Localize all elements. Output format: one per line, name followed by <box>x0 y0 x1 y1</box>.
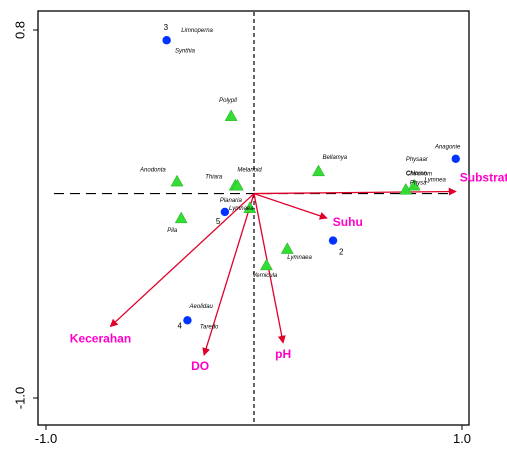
site-marker-4 <box>183 316 192 325</box>
taxon-marker-melanoid <box>230 178 244 191</box>
site-label-5: 5 <box>216 217 221 226</box>
env-label-substrat: Substrat <box>460 171 507 185</box>
site-marker-3 <box>162 36 171 45</box>
site-marker-extra-4 <box>451 154 460 163</box>
taxon-label-thiara: Thiara <box>205 174 223 180</box>
env-label-ph: pH <box>275 347 291 361</box>
site-marker-2 <box>328 236 338 245</box>
annotation-lymnea: Lymnea <box>425 177 447 183</box>
plot-frame <box>37 10 470 426</box>
taxon-marker-bellamya <box>312 164 325 177</box>
taxon-marker-polypll <box>224 109 238 121</box>
taxon-label-physa: Physa <box>410 180 427 186</box>
taxon-marker-chironom <box>407 178 421 191</box>
annotation-physaar: Physaar <box>406 157 429 163</box>
taxon-label-chironom: Chironom <box>406 171 432 177</box>
annotation-anagonie: Anagonie <box>434 145 461 151</box>
x-tick-label: -1.0 <box>35 431 57 446</box>
taxon-label-anodonta: Anodonta <box>139 167 166 173</box>
taxon-marker-pila <box>174 211 188 224</box>
env-arrow-suhu <box>253 192 328 220</box>
taxon-label-pila: Pila <box>167 228 178 234</box>
taxon-marker-lymnaea <box>280 242 294 254</box>
taxon-label-polypll: Polypll <box>219 98 237 104</box>
y-tick-label: -1.0 <box>13 387 28 409</box>
annotation-taredo: Taredo <box>200 324 219 330</box>
env-label-do: DO <box>191 359 209 373</box>
taxon-marker-planaria <box>243 201 257 213</box>
annotation-limnoperna: Limnoperna <box>181 28 213 34</box>
taxon-marker-physa <box>399 182 413 195</box>
y-tick-label: 0.8 <box>13 21 28 39</box>
env-arrow-substrat <box>253 187 457 196</box>
site-label-3: 3 <box>164 23 169 32</box>
annotation-lymnaea: Lymnaea <box>229 206 254 212</box>
annotation-chloron: Chloron <box>406 171 428 177</box>
taxon-label-lymnaea: Lymnaea <box>287 255 312 261</box>
taxon-label-melanoid: Melanoid <box>237 167 262 173</box>
x-tick-label: 1.0 <box>453 431 471 446</box>
env-label-suhu: Suhu <box>333 215 363 229</box>
taxon-marker-vernicula <box>260 258 273 271</box>
taxon-label-vernicula: Vernicula <box>252 273 277 279</box>
env-arrow-do <box>202 193 255 357</box>
site-label-2: 2 <box>339 248 344 257</box>
annotation-synthia: Synthia <box>175 48 196 54</box>
site-label-4: 4 <box>177 321 182 330</box>
env-arrow-kecerahan <box>109 193 255 328</box>
taxon-label-planaria: Planaria <box>220 198 243 204</box>
site-marker-5 <box>220 207 230 217</box>
taxon-marker-anodonta <box>170 174 184 187</box>
env-label-kecerahan: Kecerahan <box>70 331 131 345</box>
taxon-label-bellamya: Bellamya <box>322 155 347 161</box>
annotation-aeolidau: Aeolidau <box>189 304 214 310</box>
